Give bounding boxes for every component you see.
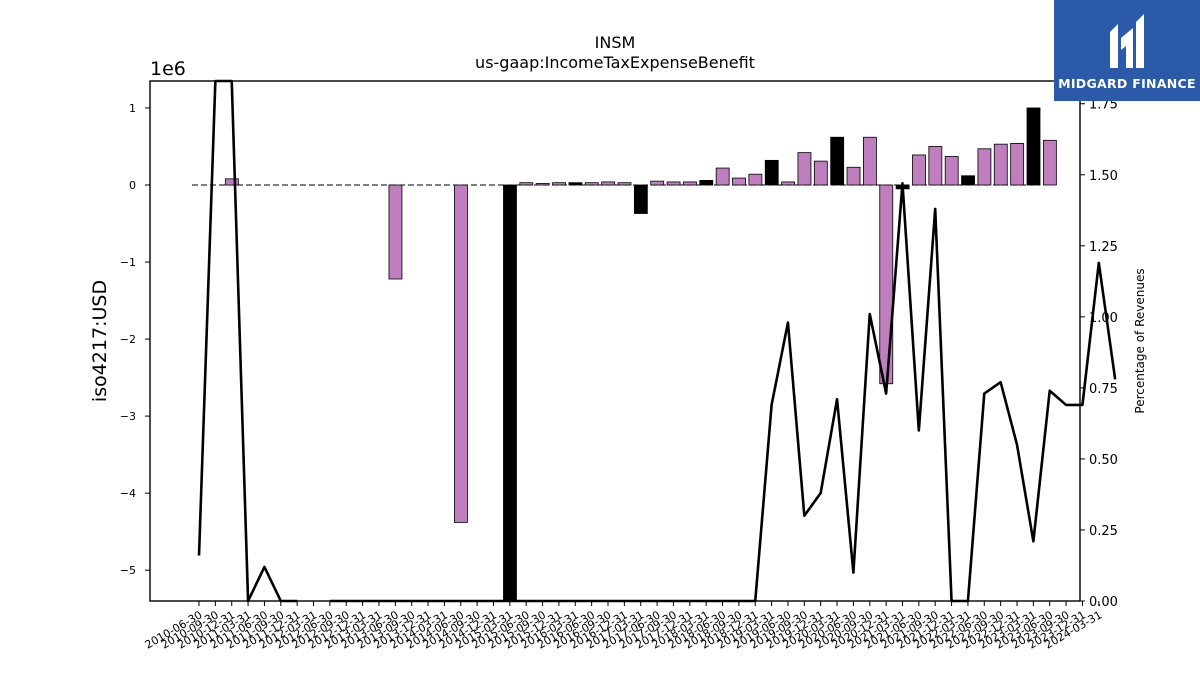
brand-name: MIDGARD FINANCE xyxy=(1058,76,1196,91)
bar xyxy=(1026,107,1041,186)
bar xyxy=(912,154,926,186)
bar xyxy=(552,182,566,186)
y-tick-label: 1 xyxy=(129,102,136,115)
bar xyxy=(535,183,550,186)
bar xyxy=(732,177,746,186)
bar xyxy=(993,143,1008,186)
axes: 1 0 −1 −2 −3 −4 −5 0.00 0.25 0.50 0.75 1.00 1.25 1.50… xyxy=(120,98,1118,652)
bar xyxy=(879,184,894,385)
y2-tick-label: 0.75 xyxy=(1089,382,1118,397)
bar xyxy=(568,182,583,186)
bar xyxy=(584,182,599,186)
bar xyxy=(601,181,616,186)
bar xyxy=(388,184,403,280)
y2-tick-label: 0.25 xyxy=(1089,524,1118,539)
bar xyxy=(781,181,795,186)
bar xyxy=(961,175,975,186)
midgard-logo-icon xyxy=(1110,14,1144,68)
bar xyxy=(748,173,763,186)
bar xyxy=(944,156,959,186)
bar xyxy=(764,159,779,186)
y2-tick-label: 0.50 xyxy=(1089,453,1118,468)
bar xyxy=(519,182,534,186)
y2-tick-label: 1.50 xyxy=(1089,169,1118,184)
plot-frame xyxy=(149,80,1081,602)
y2-axis-label: Percentage of Revenues xyxy=(1133,268,1147,413)
bar xyxy=(650,180,665,186)
bar xyxy=(1042,139,1057,186)
y2-tick-label: 1.25 xyxy=(1089,240,1118,255)
chart-title: INSM xyxy=(595,33,636,52)
y2-tick-label: 1.00 xyxy=(1089,311,1118,326)
y-tick-label: −3 xyxy=(120,410,136,423)
y-tick-label: −5 xyxy=(120,564,136,577)
bar xyxy=(715,167,730,186)
bar xyxy=(830,136,845,186)
chart-subtitle: us-gaap:IncomeTaxExpenseBenefit xyxy=(475,53,755,72)
bar xyxy=(863,136,877,186)
bar xyxy=(977,148,992,186)
bar xyxy=(1010,142,1025,186)
bar xyxy=(928,146,943,186)
bar xyxy=(224,178,239,186)
y-tick-label: −4 xyxy=(120,487,136,500)
y-offset-label: 1e6 xyxy=(150,58,186,80)
bar xyxy=(699,179,714,186)
y-tick-label: −2 xyxy=(120,333,136,346)
bar-series xyxy=(192,107,1057,602)
bar xyxy=(813,160,828,186)
brand-logo: MIDGARD FINANCE xyxy=(1054,0,1200,101)
y-tick-label: −1 xyxy=(120,256,136,269)
bar xyxy=(503,184,517,602)
y2-tick-label: 0.00 xyxy=(1089,595,1118,610)
bar xyxy=(617,182,632,186)
bar xyxy=(666,181,681,186)
bar xyxy=(683,181,697,186)
bar xyxy=(797,152,812,186)
y-axis-label: iso4217:USD xyxy=(89,280,111,402)
y-tick-label: 0 xyxy=(129,179,136,192)
bar xyxy=(633,184,648,214)
bar xyxy=(846,166,861,186)
bar xyxy=(453,184,468,523)
y2-tick-label: 1.75 xyxy=(1089,98,1118,113)
